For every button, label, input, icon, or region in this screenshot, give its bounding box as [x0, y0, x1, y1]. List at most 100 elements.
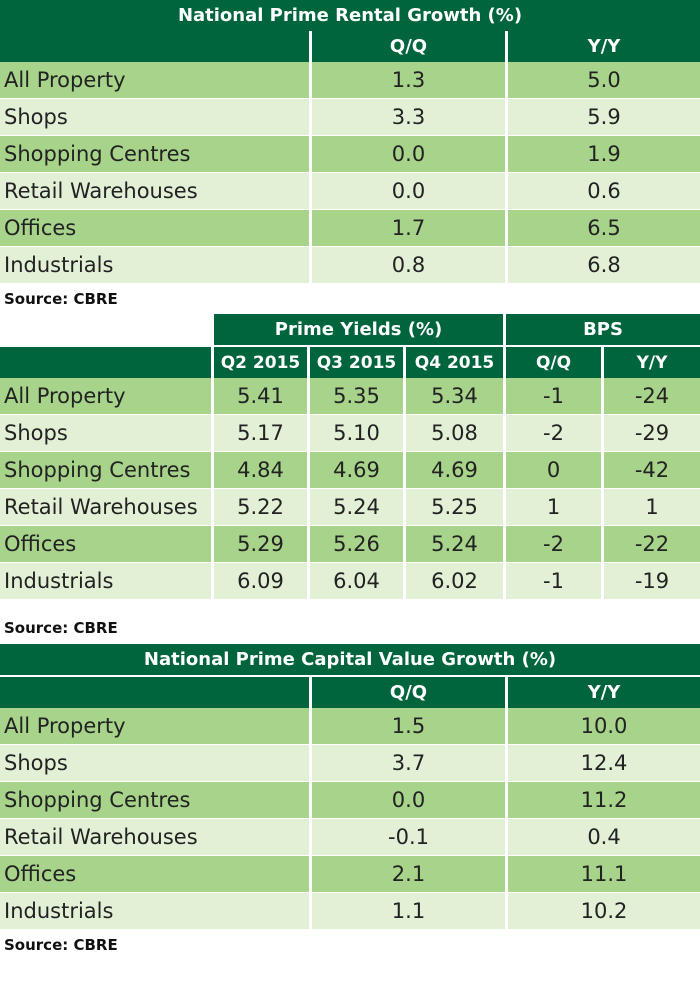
cell-q3: 5.24	[310, 489, 406, 526]
cell-qq: 1.7	[312, 210, 508, 247]
cell-yy: 11.2	[508, 782, 700, 819]
cell-yy: 1	[604, 489, 700, 526]
capital-header-qq: Q/Q	[312, 675, 508, 708]
rental-growth-title: National Prime Rental Growth (%)	[0, 0, 700, 31]
capital-growth-section: National Prime Capital Value Growth (%) …	[0, 644, 700, 960]
prime-yields-table: Prime Yields (%) BPS Q2 2015 Q3 2015 Q4 …	[0, 314, 700, 600]
cell-yy: 1.9	[508, 136, 700, 173]
cell-q2: 5.41	[214, 378, 310, 415]
cell-qq: 2.1	[312, 856, 508, 893]
rental-header-qq: Q/Q	[312, 31, 508, 62]
cell-qq: 0.0	[312, 173, 508, 210]
cell-yy: -22	[604, 526, 700, 563]
table-row: Shops 3.7 12.4	[0, 745, 700, 782]
row-label: Industrials	[0, 893, 312, 930]
row-label: Offices	[0, 856, 312, 893]
cell-qq: -1	[506, 563, 605, 600]
table-row: Industrials 6.09 6.04 6.02 -1 -19	[0, 563, 700, 600]
cell-yy: -24	[604, 378, 700, 415]
row-label: Shopping Centres	[0, 452, 214, 489]
yields-header-blank	[0, 345, 214, 378]
rental-header-blank	[0, 31, 312, 62]
row-label: Retail Warehouses	[0, 173, 312, 210]
cell-yy: 0.6	[508, 173, 700, 210]
cell-q2: 5.17	[214, 415, 310, 452]
cell-yy: 11.1	[508, 856, 700, 893]
cell-q4: 6.02	[406, 563, 507, 600]
cell-qq: 0	[506, 452, 605, 489]
table-row: Offices 2.1 11.1	[0, 856, 700, 893]
cell-yy: 10.0	[508, 708, 700, 745]
cell-yy: -29	[604, 415, 700, 452]
cell-yy: 6.5	[508, 210, 700, 247]
row-label: Shopping Centres	[0, 136, 312, 173]
row-label: All Property	[0, 708, 312, 745]
cell-yy: 5.0	[508, 62, 700, 99]
cell-q3: 5.10	[310, 415, 406, 452]
cell-qq: 0.0	[312, 136, 508, 173]
row-label: Retail Warehouses	[0, 819, 312, 856]
cell-qq: 1.3	[312, 62, 508, 99]
capital-growth-table: National Prime Capital Value Growth (%) …	[0, 644, 700, 930]
prime-yields-section: Prime Yields (%) BPS Q2 2015 Q3 2015 Q4 …	[0, 314, 700, 644]
cell-yy: 0.4	[508, 819, 700, 856]
cell-q4: 5.25	[406, 489, 507, 526]
table-row: Shops 5.17 5.10 5.08 -2 -29	[0, 415, 700, 452]
table-row: Offices 1.7 6.5	[0, 210, 700, 247]
table-row: Offices 5.29 5.26 5.24 -2 -22	[0, 526, 700, 563]
rental-growth-section: National Prime Rental Growth (%) Q/Q Y/Y…	[0, 0, 700, 314]
cell-q3: 6.04	[310, 563, 406, 600]
row-label: Shops	[0, 745, 312, 782]
table-row: Retail Warehouses 0.0 0.6	[0, 173, 700, 210]
cell-qq: 1	[506, 489, 605, 526]
cell-q4: 4.69	[406, 452, 507, 489]
cell-q2: 4.84	[214, 452, 310, 489]
row-label: All Property	[0, 62, 312, 99]
yields-group-blank	[0, 314, 214, 345]
cell-qq: -2	[506, 415, 605, 452]
rental-header-yy: Y/Y	[508, 31, 700, 62]
table-row: Shops 3.3 5.9	[0, 99, 700, 136]
row-label: Shopping Centres	[0, 782, 312, 819]
cell-q2: 5.29	[214, 526, 310, 563]
cell-qq: 0.8	[312, 247, 508, 284]
cell-q3: 5.35	[310, 378, 406, 415]
cell-qq: -2	[506, 526, 605, 563]
cell-q2: 5.22	[214, 489, 310, 526]
cell-q4: 5.34	[406, 378, 507, 415]
yields-header-qq: Q/Q	[506, 345, 605, 378]
cell-yy: 12.4	[508, 745, 700, 782]
cell-q2: 6.09	[214, 563, 310, 600]
row-label: Industrials	[0, 563, 214, 600]
yields-header-q3: Q3 2015	[310, 345, 406, 378]
row-label: Shops	[0, 99, 312, 136]
yields-header-q2: Q2 2015	[214, 345, 310, 378]
cell-q3: 5.26	[310, 526, 406, 563]
row-label: Shops	[0, 415, 214, 452]
cell-qq: 0.0	[312, 782, 508, 819]
row-label: Offices	[0, 210, 312, 247]
cell-qq: 3.3	[312, 99, 508, 136]
row-label: All Property	[0, 378, 214, 415]
yields-header-q4: Q4 2015	[406, 345, 507, 378]
table-row: Retail Warehouses 5.22 5.24 5.25 1 1	[0, 489, 700, 526]
row-label: Retail Warehouses	[0, 489, 214, 526]
cell-yy: 10.2	[508, 893, 700, 930]
cell-yy: 5.9	[508, 99, 700, 136]
table-row: All Property 1.5 10.0	[0, 708, 700, 745]
cell-yy: 6.8	[508, 247, 700, 284]
capital-header-blank	[0, 675, 312, 708]
bps-group-title: BPS	[506, 314, 700, 345]
table-row: All Property 1.3 5.0	[0, 62, 700, 99]
row-label: Industrials	[0, 247, 312, 284]
cell-yy: -42	[604, 452, 700, 489]
cell-yy: -19	[604, 563, 700, 600]
row-label: Offices	[0, 526, 214, 563]
capital-header-yy: Y/Y	[508, 675, 700, 708]
cell-q4: 5.08	[406, 415, 507, 452]
rental-source: Source: CBRE	[4, 290, 118, 308]
table-row: Shopping Centres 0.0 11.2	[0, 782, 700, 819]
table-row: Shopping Centres 4.84 4.69 4.69 0 -42	[0, 452, 700, 489]
table-row: Shopping Centres 0.0 1.9	[0, 136, 700, 173]
yields-source: Source: CBRE	[4, 619, 118, 637]
